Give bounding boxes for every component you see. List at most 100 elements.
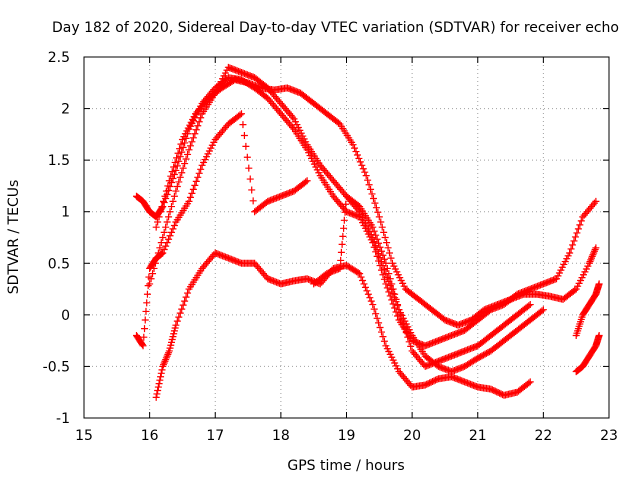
data-point: [384, 244, 392, 252]
series-track-f: [310, 192, 547, 376]
data-point: [353, 151, 361, 159]
data-point: [176, 309, 184, 317]
data-point: [379, 333, 387, 341]
data-point: [243, 153, 251, 161]
data-point: [351, 144, 359, 152]
data-point: [339, 232, 347, 240]
data-point: [369, 195, 377, 203]
data-point: [155, 380, 163, 388]
data-point: [590, 199, 598, 207]
data-point: [356, 270, 364, 278]
data-point: [162, 354, 170, 362]
y-tick-label: 0.5: [48, 256, 70, 272]
series-track-e: [152, 249, 534, 401]
data-point: [592, 197, 600, 205]
data-point: [376, 323, 384, 331]
data-point: [365, 181, 373, 189]
data-point: [372, 242, 380, 250]
y-tick-label: 0: [61, 308, 70, 324]
data-point: [157, 369, 165, 377]
data-point: [162, 195, 170, 203]
data-point: [378, 223, 386, 231]
data-point: [382, 270, 390, 278]
data-point: [359, 165, 367, 173]
data-point: [172, 187, 180, 195]
data-point: [153, 390, 161, 398]
data-point: [379, 262, 387, 270]
data-point: [539, 306, 547, 314]
data-point: [191, 130, 199, 138]
data-point: [178, 305, 186, 313]
data-point: [566, 249, 574, 257]
data-point: [352, 148, 360, 156]
x-tick-label: 23: [600, 428, 618, 444]
data-point: [141, 316, 149, 324]
data-point: [176, 173, 184, 181]
data-point: [176, 153, 184, 161]
data-point: [358, 161, 366, 169]
data-point: [172, 321, 180, 329]
data-point: [407, 342, 415, 350]
data-point: [168, 228, 175, 236]
data-point: [381, 234, 389, 241]
data-point: [179, 164, 187, 172]
series-track-g: [572, 331, 603, 376]
data-point: [364, 290, 372, 298]
data-point: [368, 190, 376, 198]
data-point: [526, 378, 534, 386]
data-point: [378, 328, 385, 336]
data-point: [188, 138, 196, 146]
x-tick-label: 20: [403, 428, 421, 444]
data-point: [342, 200, 350, 208]
data-point: [242, 142, 250, 150]
data-point: [142, 307, 150, 315]
data-point: [182, 155, 190, 163]
data-point: [186, 193, 194, 201]
data-point: [369, 234, 377, 241]
data-point: [164, 350, 172, 358]
data-point: [184, 130, 192, 138]
data-point: [159, 234, 167, 241]
data-point: [372, 310, 380, 318]
data-point: [160, 246, 168, 254]
data-point: [373, 246, 381, 254]
data-point: [194, 122, 202, 130]
data-point: [356, 158, 364, 166]
data-point: [349, 141, 357, 149]
data-point: [197, 114, 205, 122]
data-point: [181, 139, 189, 147]
data-point: [156, 376, 164, 384]
data-point: [363, 287, 371, 295]
data-point: [289, 113, 297, 121]
data-point: [369, 223, 377, 231]
data-point: [146, 280, 154, 288]
data-point: [357, 273, 365, 281]
data-point: [158, 366, 166, 374]
data-point: [371, 199, 379, 207]
data-point: [377, 218, 385, 226]
series-track-h: [572, 280, 603, 339]
data-point: [165, 213, 173, 221]
data-point: [590, 247, 598, 255]
data-point: [173, 317, 181, 325]
data-point: [194, 173, 202, 181]
data-point: [163, 352, 171, 360]
x-axis-label: GPS time / hours: [287, 458, 404, 474]
data-point: [570, 237, 578, 245]
data-point: [189, 185, 197, 193]
data-point: [165, 349, 173, 357]
data-point: [140, 333, 148, 341]
data-point: [145, 273, 153, 281]
data-point: [191, 181, 199, 189]
data-point: [158, 204, 166, 212]
data-point: [574, 225, 582, 233]
data-point: [525, 302, 533, 310]
data-point: [179, 301, 187, 309]
data-point: [571, 233, 579, 241]
data-point: [161, 357, 169, 365]
y-tick-label: 1: [61, 205, 70, 221]
data-point: [591, 246, 599, 254]
data-point: [184, 150, 192, 158]
data-point: [337, 256, 345, 264]
